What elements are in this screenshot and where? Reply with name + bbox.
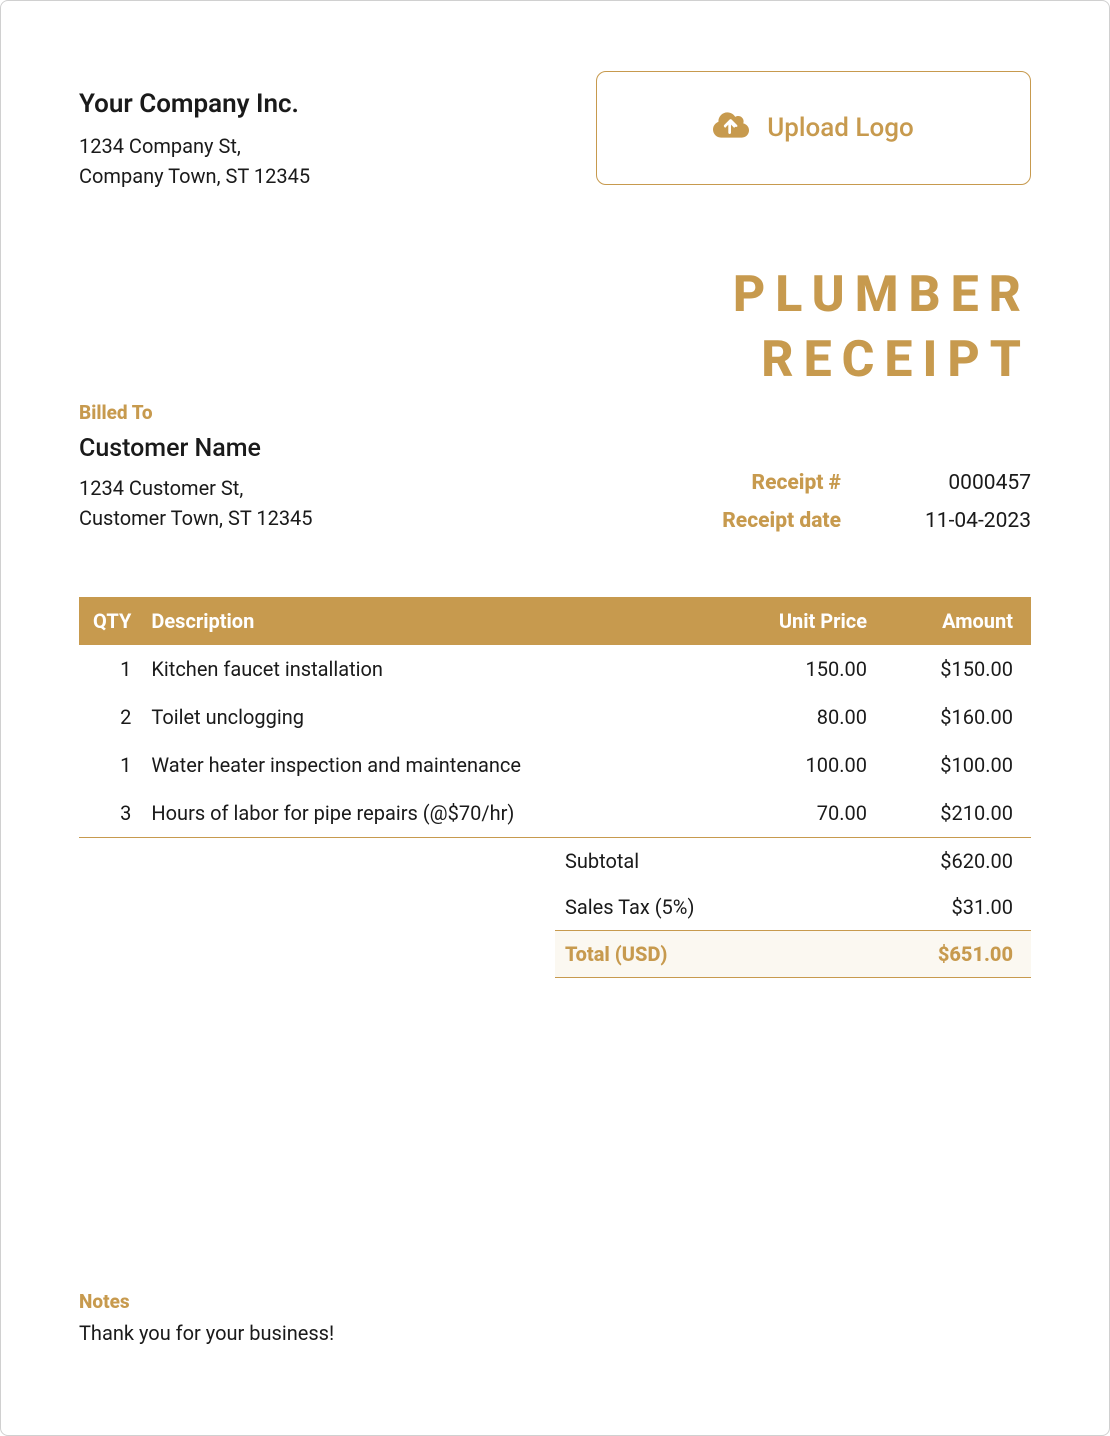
company-address-line2: Company Town, ST 12345 — [79, 161, 310, 191]
cell-amount: $150.00 — [881, 645, 1031, 693]
receipt-date-value: 11-04-2023 — [911, 509, 1031, 533]
cell-qty: 2 — [79, 693, 137, 741]
title-line1: PLUMBER — [79, 263, 1031, 328]
upload-logo-button[interactable]: Upload Logo — [596, 71, 1031, 185]
cell-desc: Kitchen faucet installation — [137, 645, 701, 693]
cell-desc: Toilet unclogging — [137, 693, 701, 741]
totals-block: Subtotal $620.00 Sales Tax (5%) $31.00 T… — [555, 838, 1031, 978]
customer-address-line1: 1234 Customer St, — [79, 473, 313, 503]
grand-total-value: $651.00 — [938, 942, 1013, 966]
cell-amount: $160.00 — [881, 693, 1031, 741]
subtotal-label: Subtotal — [565, 849, 639, 873]
title-line2: RECEIPT — [79, 328, 1031, 393]
cloud-upload-icon — [713, 110, 749, 147]
col-amount: Amount — [881, 597, 1031, 645]
col-unit-price: Unit Price — [701, 597, 881, 645]
upload-logo-label: Upload Logo — [767, 113, 913, 143]
cell-desc: Water heater inspection and maintenance — [137, 741, 701, 789]
col-description: Description — [137, 597, 701, 645]
document-title: PLUMBER RECEIPT — [79, 263, 1031, 393]
cell-price: 80.00 — [701, 693, 881, 741]
grand-total-label: Total (USD) — [565, 942, 667, 966]
receipt-number-label: Receipt # — [752, 471, 842, 495]
table-header-row: QTY Description Unit Price Amount — [79, 597, 1031, 645]
grand-total-row: Total (USD) $651.00 — [555, 931, 1031, 978]
tax-value: $31.00 — [952, 895, 1013, 919]
tax-label: Sales Tax (5%) — [565, 895, 694, 919]
billed-to-block: Billed To Customer Name 1234 Customer St… — [79, 401, 313, 533]
notes-block: Notes Thank you for your business! — [79, 1290, 334, 1345]
cell-price: 70.00 — [701, 789, 881, 838]
cell-amount: $210.00 — [881, 789, 1031, 838]
cell-qty: 3 — [79, 789, 137, 838]
notes-text: Thank you for your business! — [79, 1321, 334, 1345]
subtotal-value: $620.00 — [940, 849, 1013, 873]
company-block: Your Company Inc. 1234 Company St, Compa… — [79, 89, 310, 191]
receipt-meta: Receipt # 0000457 Receipt date 11-04-202… — [722, 457, 1031, 533]
line-items-table: QTY Description Unit Price Amount 1Kitch… — [79, 597, 1031, 838]
table-row: 3Hours of labor for pipe repairs (@$70/h… — [79, 789, 1031, 838]
table-row: 1Water heater inspection and maintenance… — [79, 741, 1031, 789]
cell-qty: 1 — [79, 741, 137, 789]
company-address-line1: 1234 Company St, — [79, 131, 310, 161]
notes-label: Notes — [79, 1290, 334, 1313]
col-qty: QTY — [79, 597, 137, 645]
cell-desc: Hours of labor for pipe repairs (@$70/hr… — [137, 789, 701, 838]
cell-price: 150.00 — [701, 645, 881, 693]
header: Your Company Inc. 1234 Company St, Compa… — [79, 89, 1031, 191]
tax-row: Sales Tax (5%) $31.00 — [555, 884, 1031, 931]
receipt-number-value: 0000457 — [911, 471, 1031, 495]
company-name: Your Company Inc. — [79, 89, 310, 119]
subtotal-row: Subtotal $620.00 — [555, 838, 1031, 884]
table-row: 2Toilet unclogging80.00$160.00 — [79, 693, 1031, 741]
cell-price: 100.00 — [701, 741, 881, 789]
receipt-date-label: Receipt date — [722, 509, 841, 533]
cell-qty: 1 — [79, 645, 137, 693]
table-row: 1Kitchen faucet installation150.00$150.0… — [79, 645, 1031, 693]
customer-name: Customer Name — [79, 434, 313, 463]
receipt-page: Your Company Inc. 1234 Company St, Compa… — [0, 0, 1110, 1436]
customer-address-line2: Customer Town, ST 12345 — [79, 503, 313, 533]
meta-row: Billed To Customer Name 1234 Customer St… — [79, 401, 1031, 533]
receipt-number-row: Receipt # 0000457 — [722, 471, 1031, 495]
receipt-date-row: Receipt date 11-04-2023 — [722, 509, 1031, 533]
cell-amount: $100.00 — [881, 741, 1031, 789]
billed-to-label: Billed To — [79, 401, 313, 424]
